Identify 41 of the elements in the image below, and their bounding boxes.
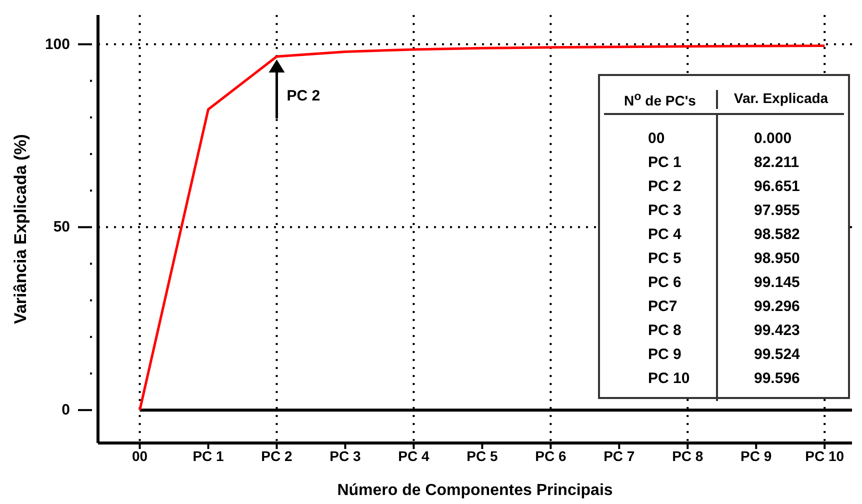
annotation: 82.211 xyxy=(753,152,800,173)
annotation: PC 10 xyxy=(647,368,691,389)
y-axis-title: Variância Explicada (%) xyxy=(11,134,30,324)
annotation: PC 4 xyxy=(647,224,682,245)
annotation: 99.423 xyxy=(753,320,801,341)
x-tick-label: PC 9 xyxy=(740,448,772,464)
annotation: 96.651 xyxy=(753,176,801,197)
x-tick-label: PC 6 xyxy=(535,448,566,464)
annotation: 98.582 xyxy=(753,224,801,245)
annotation: 99.596 xyxy=(753,368,801,389)
annotation: Var. Explicada xyxy=(732,90,830,108)
annotation: 99.145 xyxy=(753,272,801,293)
x-tick-label: PC 10 xyxy=(805,448,844,464)
annotation: PC7 xyxy=(647,296,678,317)
annotation: 0.000 xyxy=(753,128,793,149)
x-tick-label: PC 3 xyxy=(330,448,361,464)
annotation: 98.950 xyxy=(753,248,801,269)
annotation: PC 5 xyxy=(647,248,682,269)
y-tick-label: 100 xyxy=(44,36,70,53)
x-axis-title: Número de Componentes Principais xyxy=(337,482,613,499)
annotation: PC 9 xyxy=(647,344,682,365)
annotation: PC 2 xyxy=(647,176,682,197)
annotation: 97.955 xyxy=(753,200,801,221)
annotation: PC 6 xyxy=(647,272,682,293)
x-tick-label: PC 7 xyxy=(604,448,635,464)
annotation: N$^{o}$ de PC's xyxy=(604,90,718,109)
x-tick-label: PC 4 xyxy=(398,448,430,464)
x-tick-label: 00 xyxy=(132,448,148,464)
annotation: 99.524 xyxy=(753,344,801,365)
annotation: PC 1 xyxy=(647,152,682,173)
annotation: 99.296 xyxy=(753,296,801,317)
x-tick-label: PC 8 xyxy=(672,448,704,464)
x-tick-label: PC 5 xyxy=(466,448,498,464)
annotation: 00 xyxy=(647,128,666,149)
annotation: PC 2 xyxy=(286,88,320,105)
annotation: PC 3 xyxy=(647,200,682,221)
annotation: PC 8 xyxy=(647,320,682,341)
y-tick-label: 50 xyxy=(53,218,70,236)
x-tick-label: PC 2 xyxy=(261,448,293,464)
x-tick-label: PC 1 xyxy=(192,448,224,464)
y-tick-label: 0 xyxy=(62,402,70,419)
